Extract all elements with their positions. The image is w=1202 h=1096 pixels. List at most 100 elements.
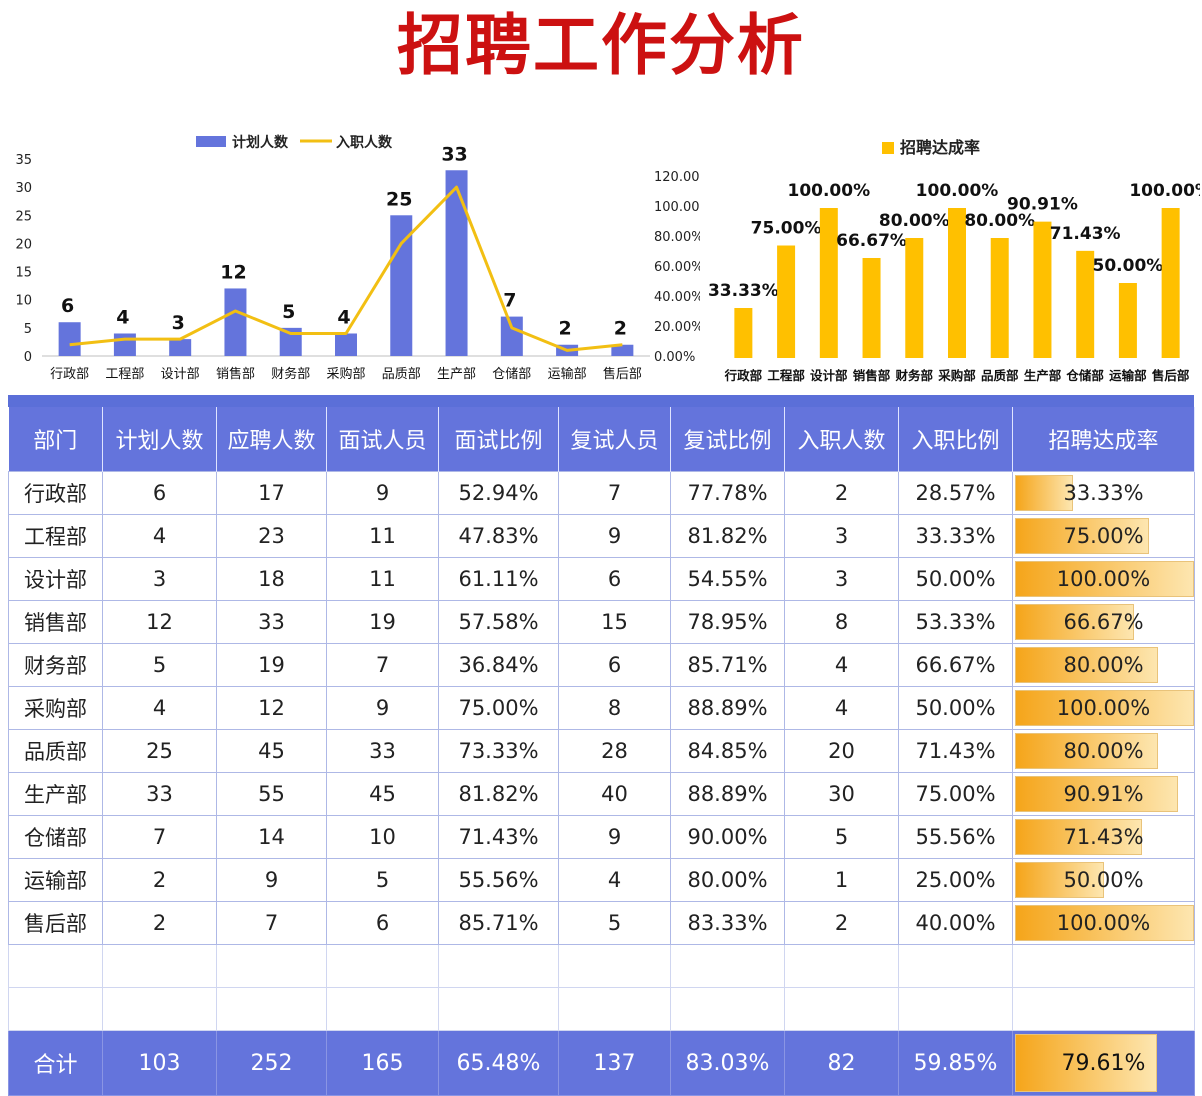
bar-财务部 [905, 238, 924, 358]
table-cell: 7 [102, 815, 217, 859]
rate-bar [1015, 733, 1158, 769]
table-cell: 78.95% [670, 600, 785, 644]
table-cell: 6 [558, 643, 671, 687]
table-cell: 7 [326, 643, 439, 687]
x-tick-label: 采购部 [937, 368, 976, 383]
table-cell: 采购部 [8, 686, 103, 730]
legend-swatch [882, 142, 894, 154]
bar-data-label: 90.91% [1007, 195, 1078, 215]
table-cell: 17 [216, 471, 327, 515]
x-tick-label: 行政部 [50, 367, 89, 382]
header-cell: 入职人数 [784, 407, 899, 472]
table-cell: 85.71% [670, 643, 785, 687]
table-cell: 53.33% [898, 600, 1013, 644]
bar-data-label: 71.43% [1050, 224, 1121, 244]
x-tick-label: 仓储部 [492, 367, 531, 382]
header-cell: 入职比例 [898, 407, 1013, 472]
table-cell [670, 987, 785, 1031]
y-tick-label: 25 [15, 209, 32, 224]
x-tick-label: 财务部 [895, 368, 934, 383]
table-cell [558, 987, 671, 1031]
x-tick-label: 设计部 [161, 367, 200, 382]
table-cell [558, 944, 671, 988]
x-tick-label: 行政部 [724, 368, 763, 383]
table-cell: 11 [326, 514, 439, 558]
bar-data-label: 80.00% [879, 211, 950, 231]
bar-品质部 [990, 238, 1009, 358]
table-cell: 61.11% [438, 557, 559, 601]
table-cell: 66.67% [1012, 600, 1195, 644]
table-cell: 7 [216, 901, 327, 945]
table-cell: 5 [784, 815, 899, 859]
x-tick-label: 运输部 [548, 366, 587, 382]
table-cell: 75.00% [438, 686, 559, 730]
table-cell: 28 [558, 729, 671, 773]
table-cell: 销售部 [8, 600, 103, 644]
table-cell: 73.33% [438, 729, 559, 773]
table-cell: 71.43% [1012, 815, 1195, 859]
table-cell: 45 [326, 772, 439, 816]
rate-value: 100.00% [1056, 567, 1151, 591]
rate-bar [1015, 647, 1158, 683]
table-cell: 6 [558, 557, 671, 601]
table-cell: 12 [102, 600, 217, 644]
table-cell [102, 944, 217, 988]
bar-data-label: 2 [614, 318, 627, 340]
table-cell: 3 [784, 557, 899, 601]
table-cell: 57.58% [438, 600, 559, 644]
rate-value: 50.00% [1063, 868, 1144, 892]
table-cell: 47.83% [438, 514, 559, 558]
table-cell: 90.91% [1012, 772, 1195, 816]
header-cell: 复试人员 [558, 407, 671, 472]
y-tick-label: 30 [15, 181, 32, 196]
table-cell: 90.00% [670, 815, 785, 859]
y2-tick-label: 60.00% [654, 260, 700, 275]
table-cell: 设计部 [8, 557, 103, 601]
x-tick-label: 工程部 [767, 368, 805, 383]
table-cell: 9 [326, 471, 439, 515]
table-cell [1012, 987, 1195, 1031]
rate-bar [1015, 561, 1194, 597]
table-cell: 54.55% [670, 557, 785, 601]
rate-value: 71.43% [1063, 825, 1144, 849]
table-cell: 33 [216, 600, 327, 644]
table-cell: 14 [216, 815, 327, 859]
table-cell [1012, 944, 1195, 988]
table-cell: 83.33% [670, 901, 785, 945]
header-cell: 应聘人数 [216, 407, 327, 472]
bar-data-label: 100.00% [916, 181, 999, 201]
table-cell: 100.00% [1012, 686, 1195, 730]
header-cell: 计划人数 [102, 407, 217, 472]
bar-data-label: 12 [220, 261, 246, 283]
table-cell: 33 [326, 729, 439, 773]
table-cell: 仓储部 [8, 815, 103, 859]
table-cell: 88.89% [670, 686, 785, 730]
page-title: 招聘工作分析 [397, 7, 805, 84]
table-row: 财务部 5 19 7 36.84% 6 85.71% 4 66.67% 80.00% [8, 643, 1195, 687]
table-cell: 33 [102, 772, 217, 816]
table-cell: 1 [784, 858, 899, 902]
x-tick-label: 售后部 [1152, 368, 1190, 383]
table-cell: 15 [558, 600, 671, 644]
y2-tick-label: 0.00% [654, 350, 695, 365]
bar-行政部 [58, 322, 81, 356]
table-cell: 19 [326, 600, 439, 644]
rate-value: 100.00% [1056, 696, 1151, 720]
table-cell: 售后部 [8, 901, 103, 945]
table-cell: 71.43% [898, 729, 1013, 773]
table-cell: 4 [102, 686, 217, 730]
x-tick-label: 品质部 [981, 368, 1019, 383]
table-cell [102, 987, 217, 1031]
rate-value: 66.67% [1063, 610, 1144, 634]
table-cell: 66.67% [898, 643, 1013, 687]
y-tick-label: 5 [24, 322, 32, 337]
bar-运输部 [1118, 283, 1137, 358]
table-cell: 83.03% [670, 1030, 785, 1096]
bar-采购部 [948, 208, 966, 358]
bar-data-label: 7 [503, 290, 516, 312]
table-cell: 7 [558, 471, 671, 515]
rate-bar [1015, 604, 1134, 640]
header-cell: 面试比例 [438, 407, 559, 472]
table-cell: 33.33% [1012, 471, 1195, 515]
table-cell: 40.00% [898, 901, 1013, 945]
